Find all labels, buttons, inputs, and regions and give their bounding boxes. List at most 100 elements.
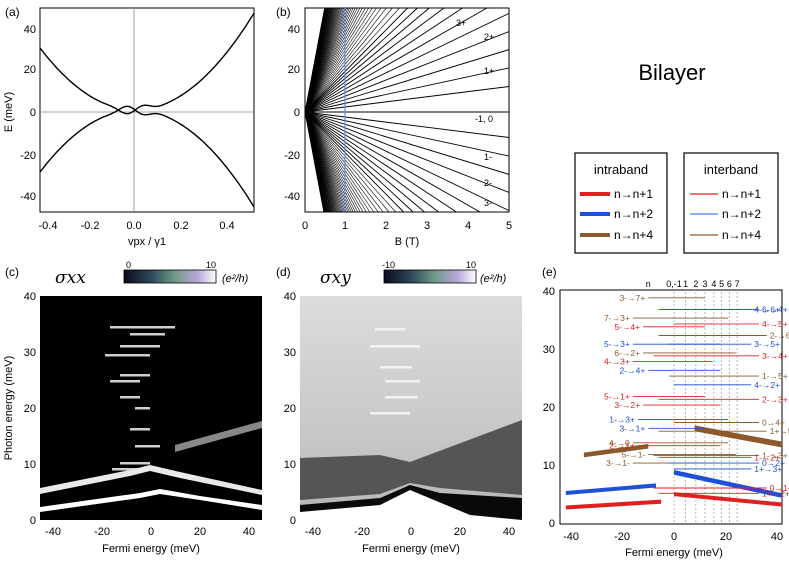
panel-label-a: (a) [5,5,20,19]
landau-level-line [304,111,379,213]
panel-b-level-label: 1+ [484,66,494,76]
landau-level-line [304,7,445,113]
panel-e-transition-label: 2-→4+ [620,365,646,375]
landau-level-line [304,111,356,213]
landau-level-line [304,12,510,113]
landau-level-line [304,111,390,213]
panel-b-landau-levels: 3+ 2+ 1+ -1, 0 1- 2- 3- 0 1 2 3 4 5 40 2… [284,7,512,248]
sigma-xy-bright-region [300,490,522,520]
landau-level-line [304,7,463,113]
panel-d-colorbar-min: -10 [382,260,395,270]
panel-a-xlabel: vpx / γ1 [128,236,166,248]
sigma-xx-line-mark [120,374,150,377]
panel-c-marks [40,326,262,512]
panel-a-ytick: 0 [30,107,36,119]
panel-c-colorbar-unit: (e²/h) [222,273,249,285]
sigma-xx-line-mark [105,354,150,357]
panel-a-xtick: 0.4 [219,220,234,232]
panel-e-intraband-n2-band [674,470,783,498]
panel-a-band-structure: -0.4 -0.2 0.0 0.2 0.4 40 20 0 -20 -40 vp… [3,7,255,248]
panel-b-level-label: 1- [484,152,492,162]
panel-d-ytick: 0 [290,515,296,527]
panel-e-xtick: -20 [614,531,630,543]
panel-e-transition-label: 6-→2+ [614,348,640,358]
panel-e-transition-label: 6-→4+ [762,304,788,314]
landau-level-line [304,111,425,213]
landau-level-line [304,111,439,213]
panel-e-transition-label: 1-→3+ [762,451,788,461]
legend-intraband-label: n→n+1 [614,187,653,201]
panel-d-colorbar-max: 10 [466,260,476,270]
panel-c-colorbar-max: 10 [206,260,216,270]
panel-a-conduction-band [39,12,255,115]
landau-level-line [304,111,510,193]
landau-level-line [304,111,481,213]
sigma-xx-line-mark [135,407,150,410]
panel-e-transition-label: 2-→1+ [609,441,635,451]
panel-e-ytick: 40 [543,286,555,298]
panel-e-transitions: 3-→7+ 6-→4+4-→6+ 7-→3+ 4-→5+ 5-→4+ 2-→6+ 5-→3+… [543,279,789,559]
panel-e-level-index: n [646,279,651,289]
landau-level-line [304,49,510,113]
panel-c-xtick: 0 [148,526,154,538]
landau-level-line [304,7,393,113]
panel-a-ytick: 40 [24,24,36,36]
panel-e-transition-label: 5-→1+ [604,391,630,401]
panel-b-ytick: 20 [288,64,300,76]
landau-level-line [304,31,510,113]
panel-e-ytick: 20 [543,402,555,414]
panel-d-xtick: 20 [454,526,466,538]
panel-c-title: σxx [55,268,86,288]
panel-c-xtick: 20 [194,526,206,538]
panel-e-transition-label: 3-→1- [606,458,630,468]
panel-c-colorbar [123,269,217,284]
panel-e-xtick: 20 [720,531,732,543]
panel-label-d: (d) [276,265,291,279]
sigma-xx-line-mark [135,445,160,448]
panel-c-ytick: 40 [24,291,36,303]
panel-e-level-index-labels: n 0,-1 1 2 3 4 5 6 7 [646,279,740,289]
panel-e-transition-label: 4-→0 [609,438,630,448]
landau-level-line [304,111,384,213]
panel-c-sigma-xx: σxx 0 10 (e²/h) -40 -20 0 20 40 40 30 20… [3,260,262,555]
panel-c-ytick: 0 [30,515,36,527]
sigma-xx-band-mark [40,489,262,512]
landau-level-line [304,111,510,175]
landau-level-line [304,7,408,113]
panel-e-ytick: 30 [543,344,555,356]
panel-e-frame [559,289,783,525]
panel-a-ytick: -20 [20,150,36,162]
panel-e-level-index: 4 [711,279,716,289]
panel-e-transition-label: 4-→3+ [604,357,630,367]
landau-level-line [304,7,325,113]
sigma-xy-line-mark [375,328,405,331]
panel-e-transition-label: 2-→6+ [770,331,789,341]
figure-title: Bilayer [638,60,705,85]
landau-level-line [304,7,358,113]
panel-c-ytick: 10 [24,459,36,471]
landau-level-line [304,111,364,213]
landau-level-line [304,111,457,213]
panel-d-marks [300,328,522,520]
panel-b-ytick: 40 [288,24,300,36]
landau-level-line [304,86,510,113]
panel-d-sigma-xy: σxy -10 10 (e²/h) -40 -20 0 20 40 40 30 … [284,260,522,555]
panel-c-xlabel: Fermi energy (meV) [102,543,200,555]
landau-level-line [304,7,430,113]
sigma-xy-line-mark [385,380,420,383]
panel-e-transition-label: 3-→5+ [754,339,780,349]
panel-e-transition-label: 0→2+ [762,458,785,468]
landau-level-line [304,7,373,113]
panel-e-transition-label: 3-→1+ [620,423,646,433]
panel-e-transition-label: 2-→3+ [762,394,788,404]
panel-d-xtick: 40 [503,526,515,538]
landau-level-line [304,7,382,113]
panel-e-marks: 3-→7+ 6-→4+4-→6+ 7-→3+ 4-→5+ 5-→4+ 2-→6+ 5-→3+… [565,292,789,524]
panel-e-ytick: 10 [543,460,555,472]
landau-level-line [304,7,363,113]
panel-e-transition-label: 1-→3+ [609,415,635,425]
sigma-xx-line-mark [110,380,140,383]
landau-level-line [304,111,396,213]
sigma-xy-line-mark [385,396,418,399]
panel-d-ytick: 20 [284,403,296,415]
